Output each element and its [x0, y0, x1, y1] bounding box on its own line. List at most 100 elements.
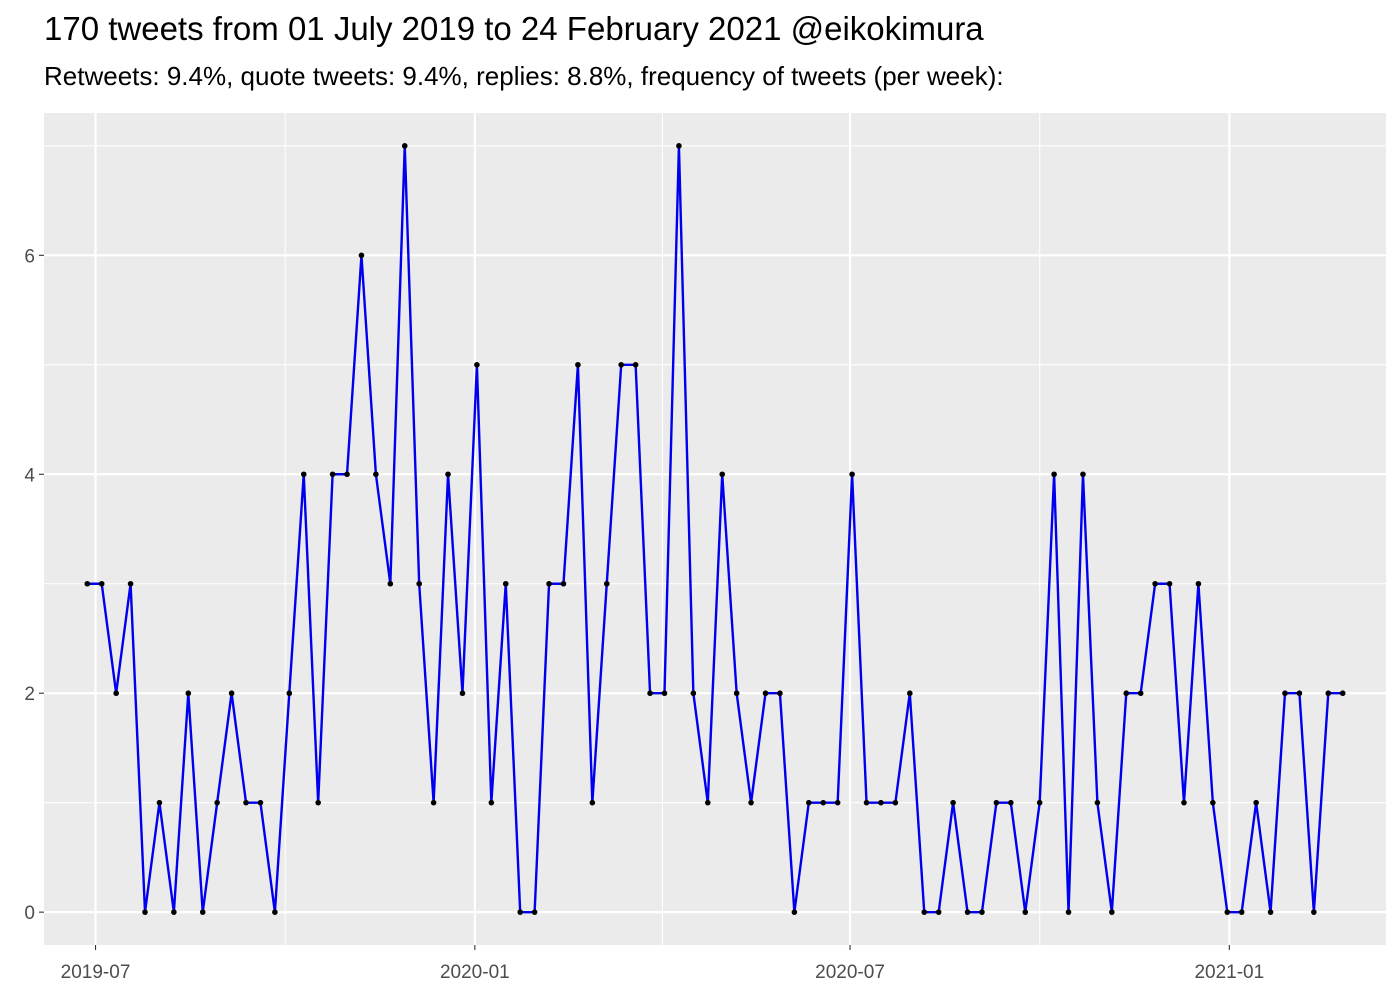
data-point — [993, 799, 1000, 806]
data-point — [1008, 799, 1014, 806]
data-point — [806, 799, 812, 806]
data-point — [589, 799, 596, 806]
x-tick-label: 2019-07 — [61, 962, 131, 983]
data-point — [661, 690, 668, 697]
data-point — [257, 799, 264, 806]
data-point — [1253, 799, 1259, 806]
data-point — [214, 799, 220, 806]
data-point — [1296, 690, 1303, 697]
data-point — [387, 580, 394, 587]
data-point — [979, 909, 985, 915]
data-point — [762, 690, 769, 697]
plot-panel — [44, 113, 1386, 945]
data-point — [445, 471, 451, 478]
data-point — [286, 690, 293, 697]
data-point — [647, 690, 653, 697]
data-point — [459, 690, 466, 697]
data-point — [1267, 909, 1274, 915]
data-point — [416, 580, 422, 587]
data-point — [142, 909, 148, 915]
data-point — [199, 909, 206, 915]
data-point — [113, 690, 119, 697]
data-point — [849, 471, 855, 478]
y-tick-label: 4 — [24, 465, 35, 486]
data-point — [272, 909, 278, 915]
data-point — [892, 799, 899, 806]
data-point — [690, 690, 697, 697]
data-point — [401, 143, 408, 149]
data-point — [185, 690, 192, 697]
data-point — [358, 252, 365, 259]
data-point — [733, 690, 740, 697]
data-point — [300, 471, 307, 478]
data-point — [243, 799, 249, 806]
data-point — [820, 799, 827, 806]
data-point — [373, 471, 379, 478]
data-point — [315, 799, 321, 806]
data-point — [921, 909, 928, 915]
data-point — [344, 471, 350, 478]
data-point — [863, 799, 870, 806]
data-point — [777, 690, 783, 697]
data-point — [1166, 580, 1173, 587]
data-point — [603, 580, 610, 587]
data-point — [98, 580, 105, 587]
y-tick-label: 2 — [24, 684, 35, 705]
y-tick-label: 6 — [24, 246, 35, 267]
data-point — [1339, 690, 1346, 697]
data-point — [704, 799, 711, 806]
data-point — [935, 909, 942, 915]
data-point — [1282, 690, 1288, 697]
data-point — [1094, 799, 1101, 806]
data-point — [1080, 471, 1086, 478]
data-point — [1311, 909, 1317, 915]
data-point — [502, 580, 509, 587]
major-gridlines — [44, 113, 1386, 945]
data-point — [676, 143, 682, 149]
x-tick-label: 2020-07 — [815, 962, 885, 983]
data-point — [575, 361, 581, 368]
data-point — [964, 909, 971, 915]
x-tick-label: 2021-01 — [1194, 962, 1264, 983]
data-point — [791, 909, 798, 915]
data-point — [430, 799, 437, 806]
data-point — [1022, 909, 1029, 915]
data-point — [1109, 909, 1115, 915]
data-point — [1238, 909, 1245, 915]
data-point — [1036, 799, 1043, 806]
data-point — [546, 580, 552, 587]
data-point — [1210, 799, 1216, 806]
data-point — [84, 580, 91, 587]
data-point — [156, 799, 163, 806]
data-point — [878, 799, 884, 806]
series-line — [87, 144, 1343, 914]
data-point — [1224, 909, 1231, 915]
axes-group: 0 2 4 6 2019-07 2020-01 2020-07 2021-01 — [24, 246, 1264, 983]
data-point — [171, 909, 177, 915]
data-point — [1065, 909, 1072, 915]
data-point — [1152, 580, 1158, 587]
data-point — [228, 690, 235, 697]
data-point — [618, 361, 624, 368]
data-point — [1123, 690, 1130, 697]
series-group — [84, 143, 1346, 915]
data-point — [1195, 580, 1202, 587]
data-point — [531, 909, 538, 915]
data-point — [632, 361, 639, 368]
data-point — [1325, 690, 1332, 697]
x-tick-label: 2020-01 — [440, 962, 510, 983]
chart-title: 170 tweets from 01 July 2019 to 24 Febru… — [44, 10, 984, 47]
data-point — [719, 471, 726, 478]
data-point — [329, 471, 336, 478]
data-point — [1181, 799, 1187, 806]
y-tick-label: 0 — [24, 903, 35, 924]
chart-subtitle: Retweets: 9.4%, quote tweets: 9.4%, repl… — [44, 61, 1004, 91]
data-point — [474, 361, 480, 368]
data-point — [907, 690, 913, 697]
data-point — [834, 799, 841, 806]
data-point — [517, 909, 523, 915]
data-point — [1051, 471, 1057, 478]
data-point — [560, 580, 567, 587]
data-point — [127, 580, 134, 587]
